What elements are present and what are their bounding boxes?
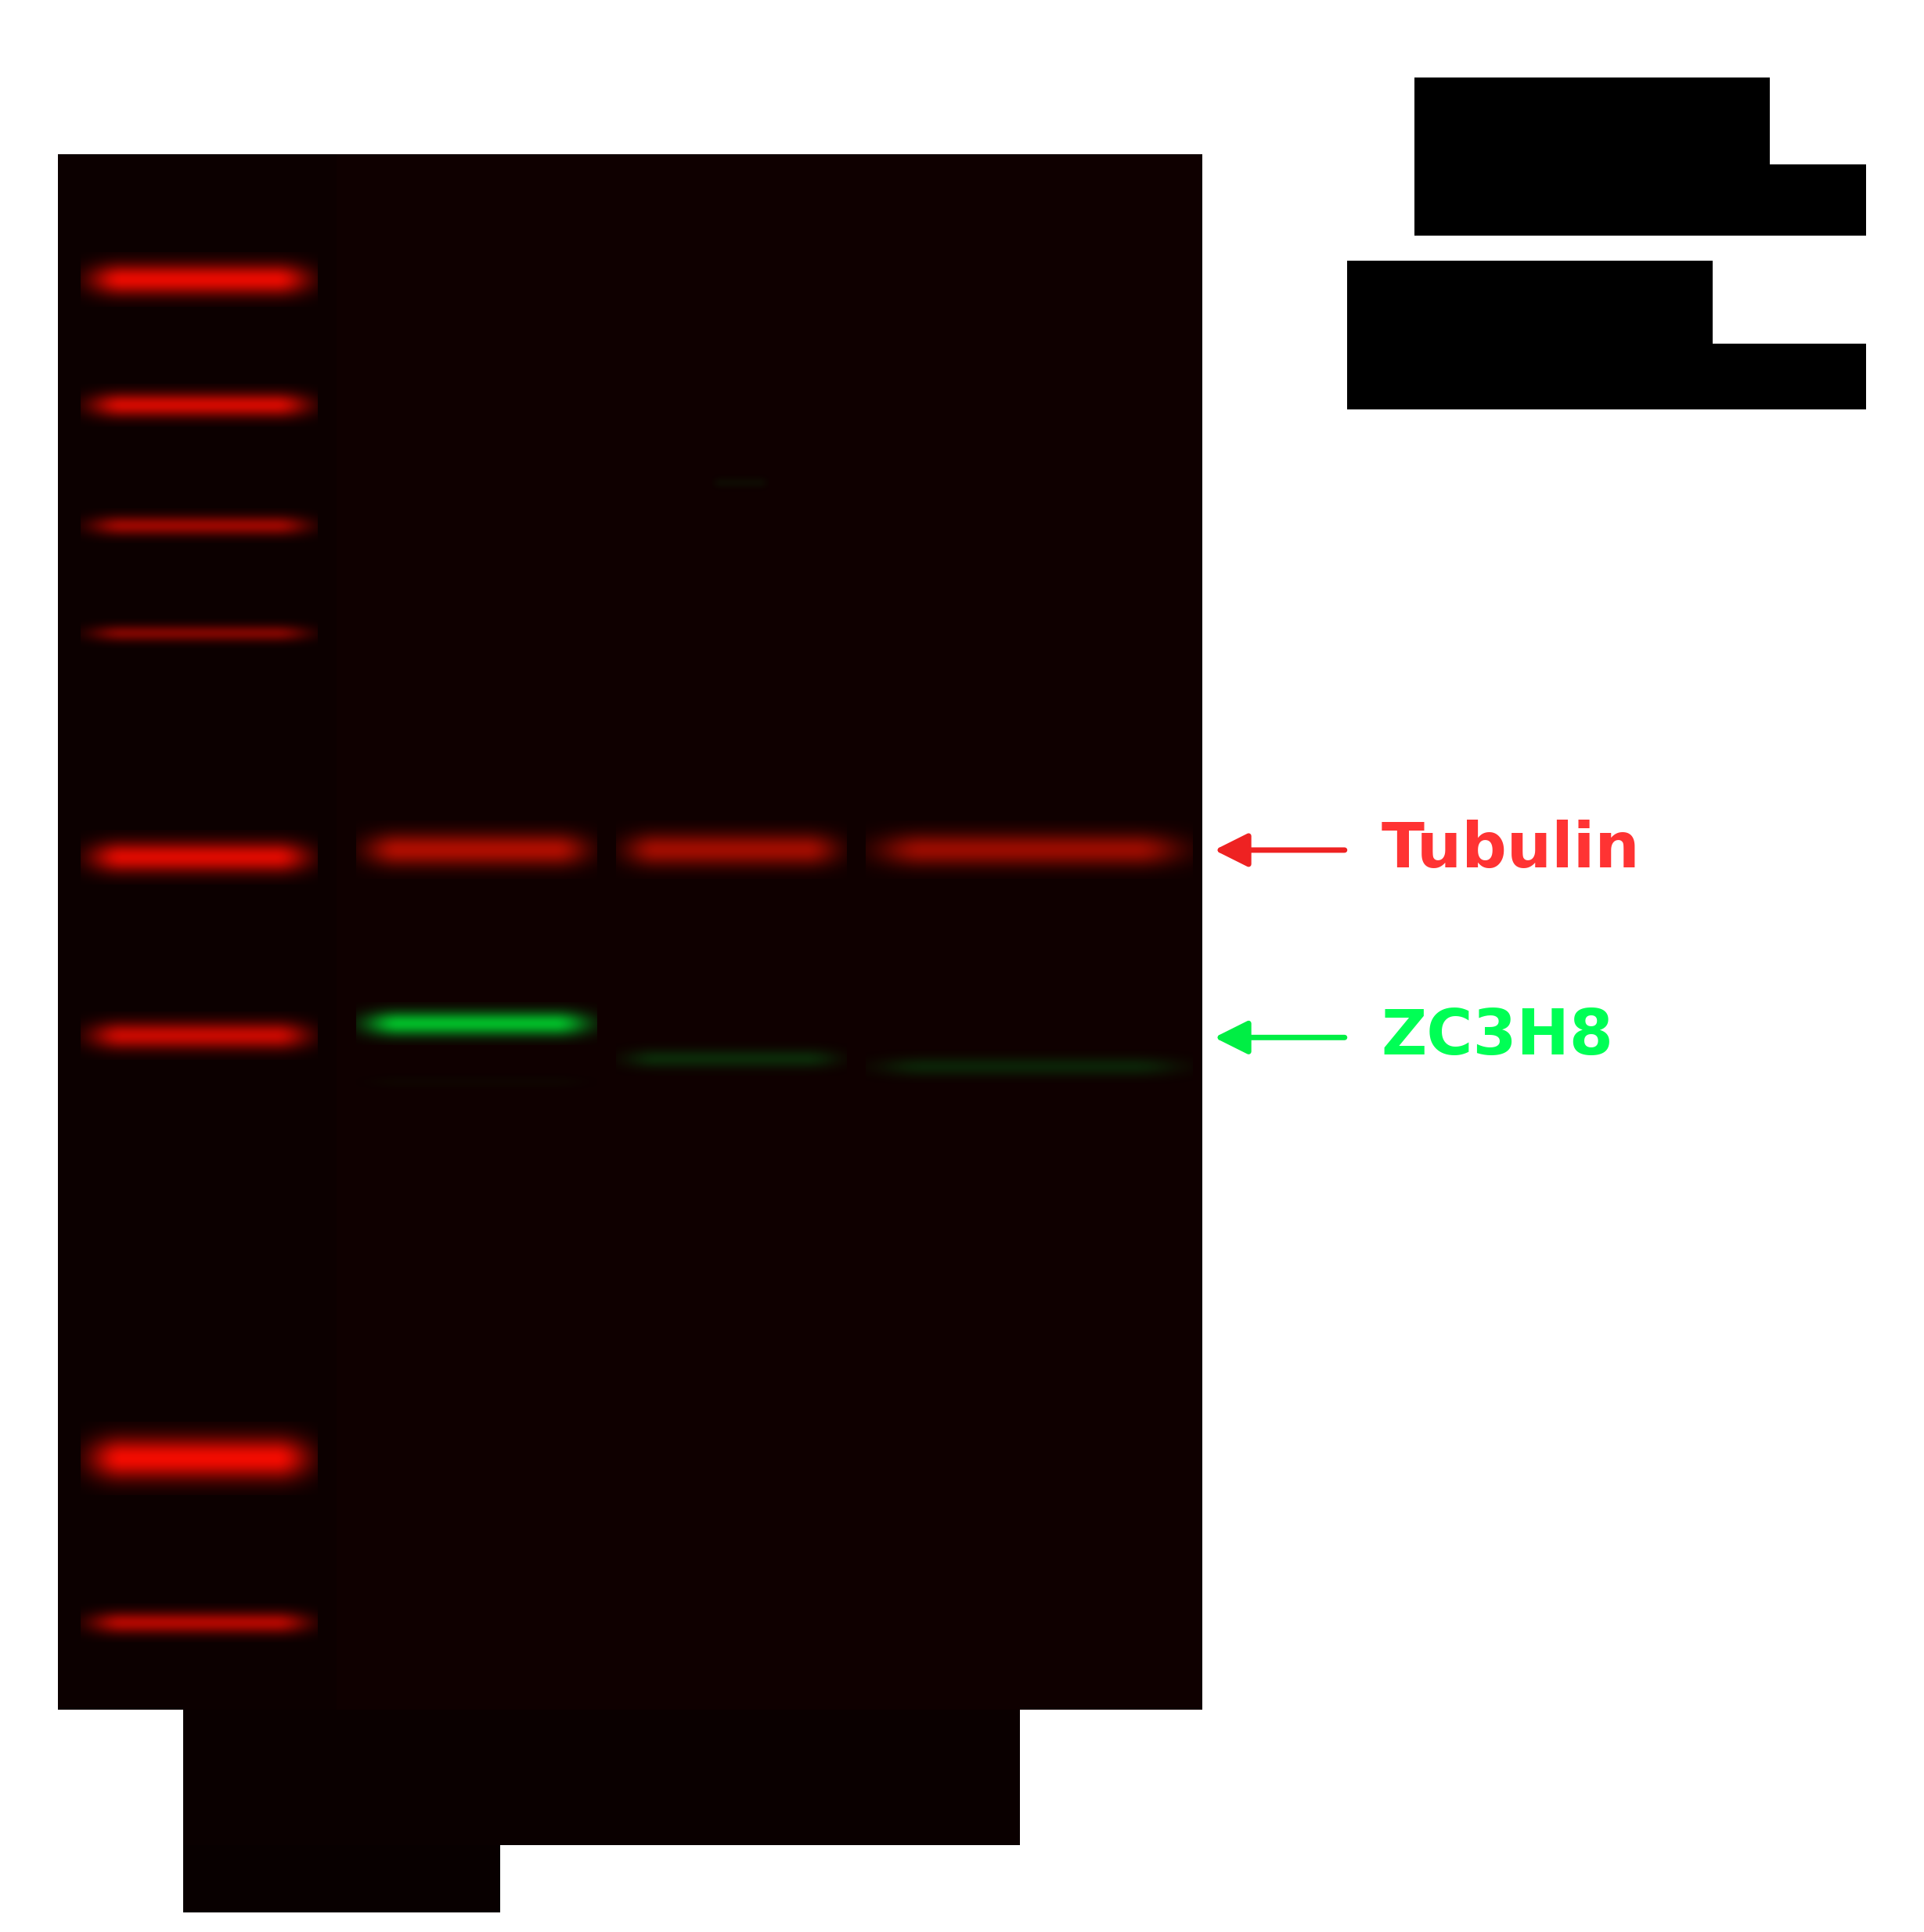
Bar (58, 155, 337, 1710)
Bar (1414, 77, 1770, 164)
Bar (125, 155, 1202, 1710)
Bar (1347, 261, 1712, 344)
Bar (183, 1710, 1020, 1845)
Bar (1414, 164, 1866, 236)
Bar (1347, 344, 1866, 410)
Text: ZC3H8: ZC3H8 (1381, 1007, 1614, 1068)
Bar (337, 155, 1202, 1710)
Bar (183, 1845, 500, 1913)
Text: Tubulin: Tubulin (1381, 819, 1641, 881)
